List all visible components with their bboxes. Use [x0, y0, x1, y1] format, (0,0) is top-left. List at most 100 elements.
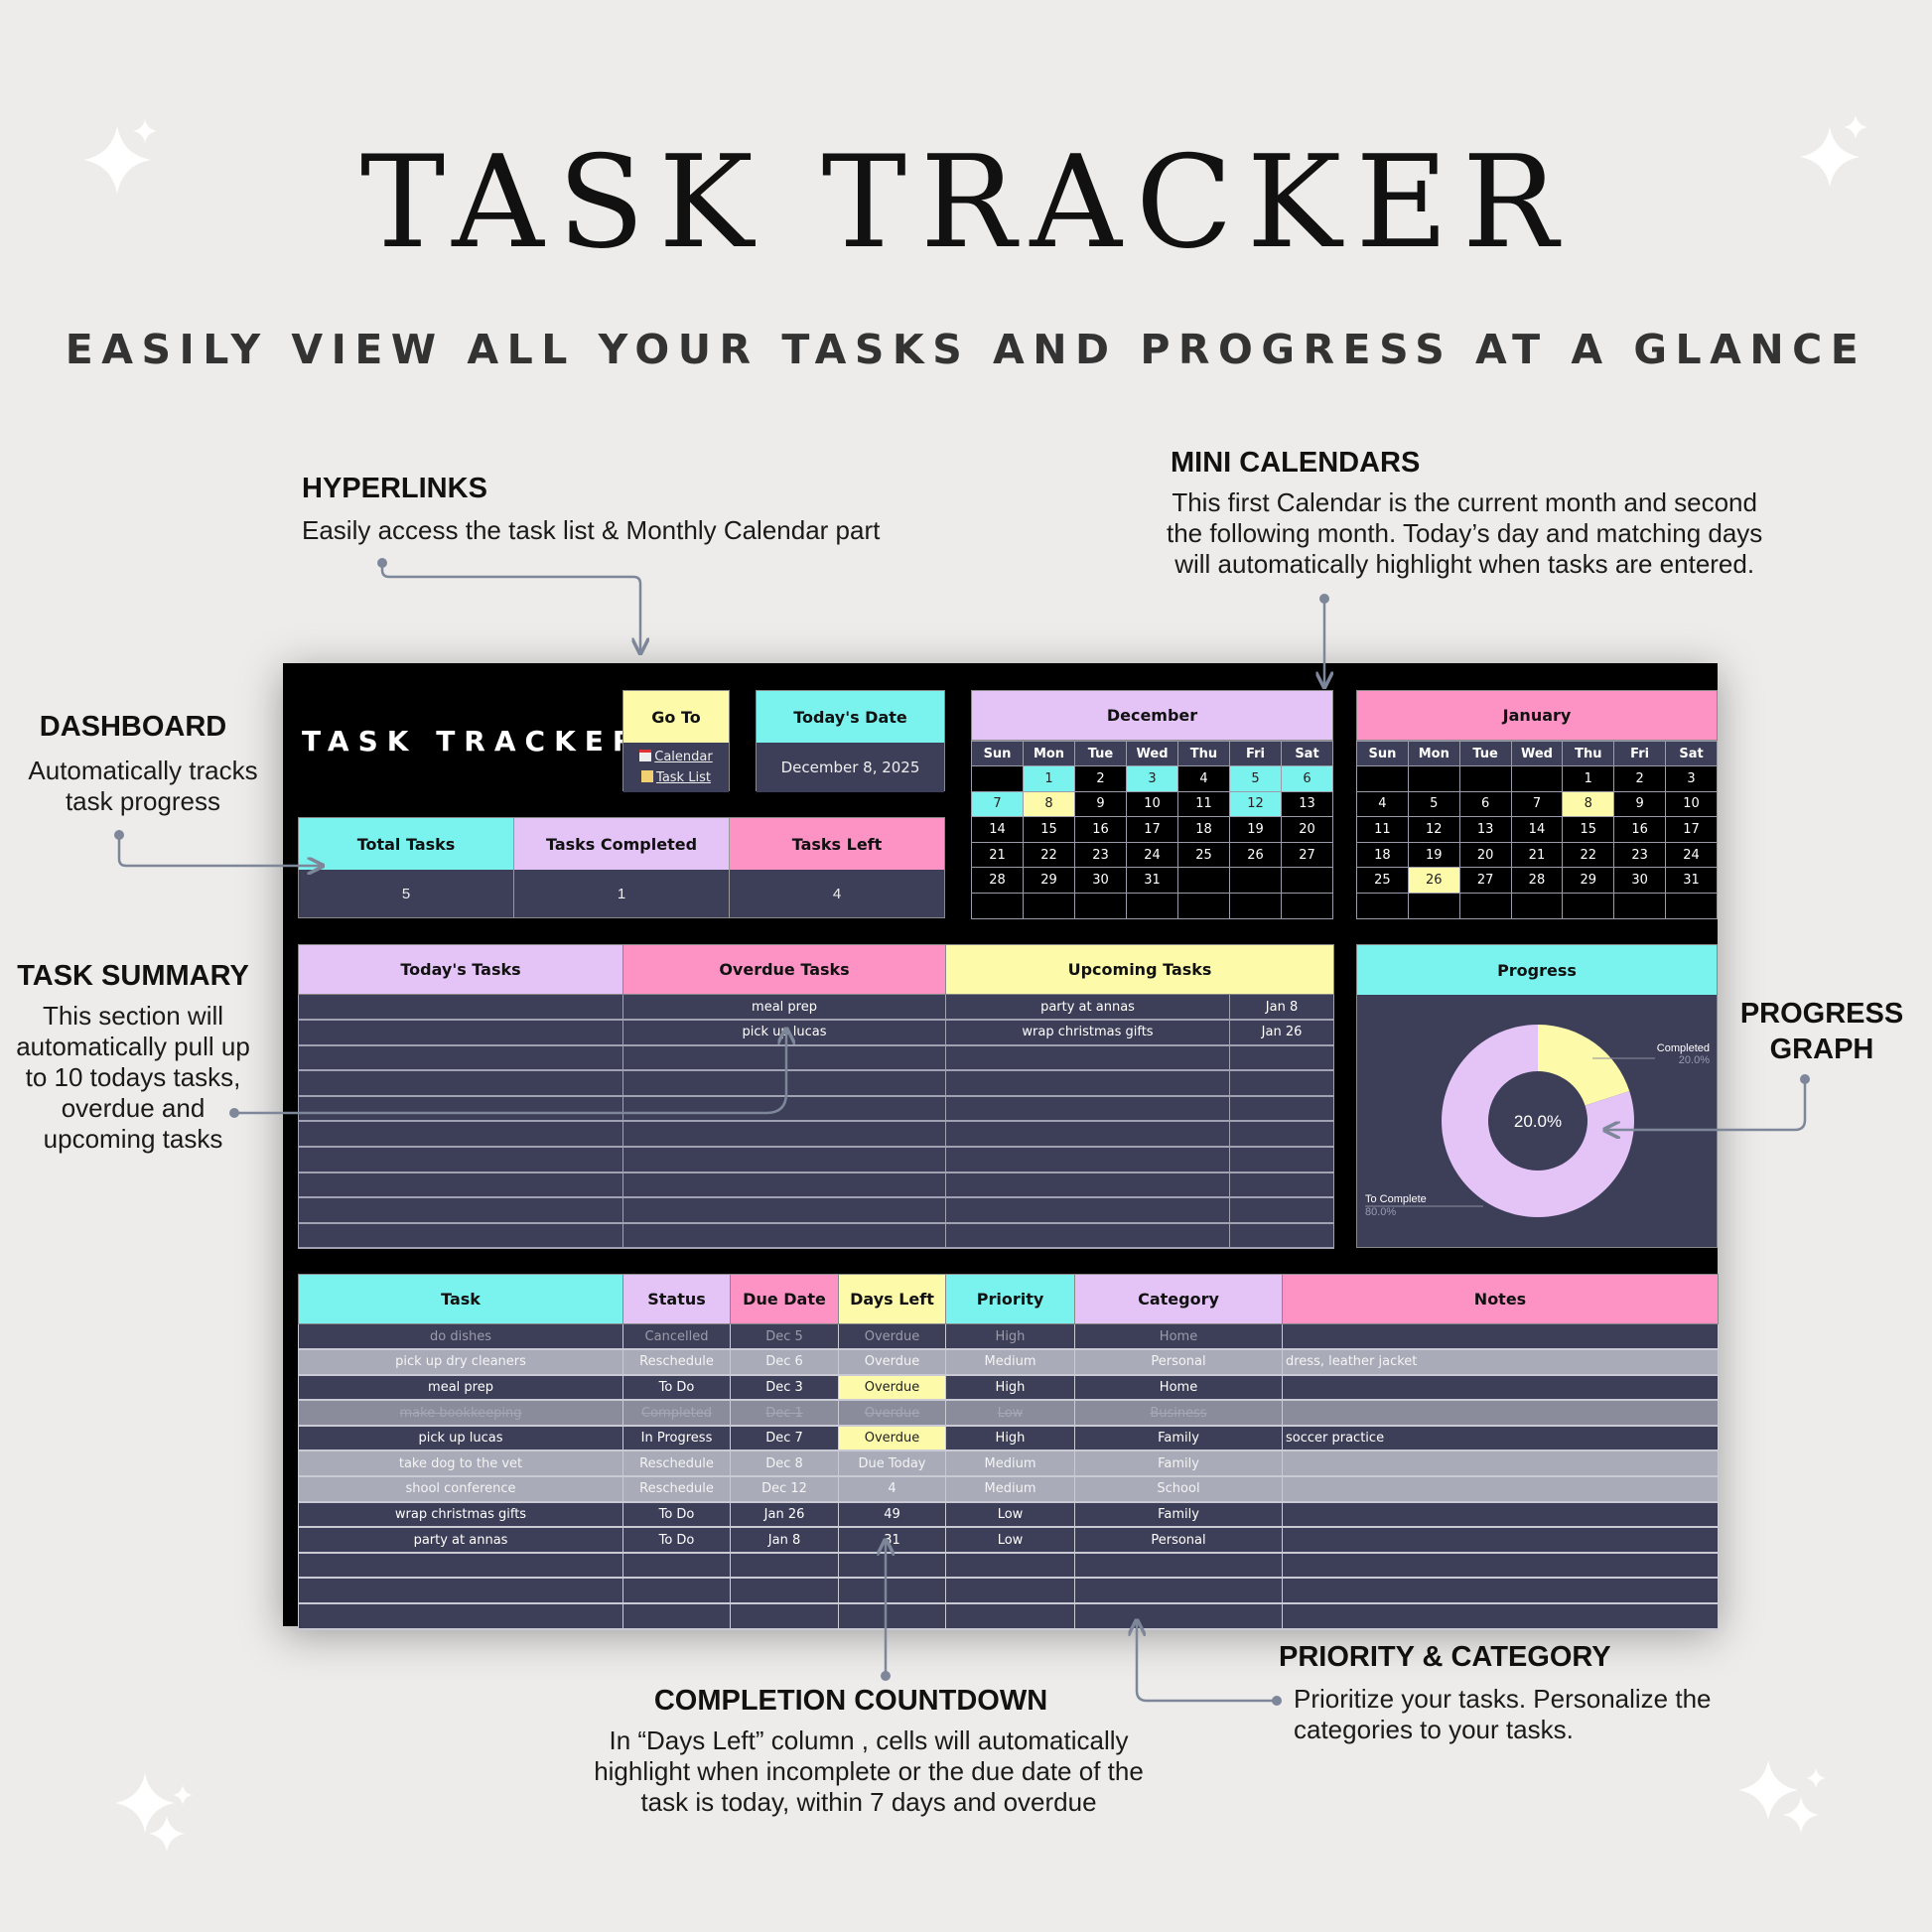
task-cell[interactable]: party at annas	[298, 1527, 623, 1554]
calendar-day[interactable]: 14	[971, 816, 1024, 843]
task-cell[interactable]: do dishes	[298, 1323, 623, 1351]
priority-cell[interactable]: Low	[945, 1501, 1075, 1529]
days-left-cell[interactable]: Overdue	[838, 1323, 946, 1351]
priority-cell[interactable]: Medium	[945, 1349, 1075, 1376]
calendar-day[interactable]: 10	[1665, 790, 1718, 818]
notes-cell[interactable]	[1282, 1400, 1719, 1427]
due-cell[interactable]: Dec 5	[730, 1323, 839, 1351]
calendar-day[interactable]: 11	[1356, 816, 1409, 843]
priority-cell[interactable]	[945, 1603, 1075, 1630]
notes-cell[interactable]	[1282, 1527, 1719, 1554]
days-left-cell[interactable]: Due Today	[838, 1450, 946, 1478]
task-row[interactable]: do dishes Cancelled Dec 5 Overdue High Home	[298, 1323, 1719, 1351]
calendar-day[interactable]: 20	[1458, 841, 1512, 869]
calendar-day[interactable]: 11	[1177, 790, 1230, 818]
calendar-day[interactable]: 4	[1356, 790, 1409, 818]
calendar-day[interactable]	[1281, 867, 1333, 894]
calendar-day[interactable]	[1407, 892, 1460, 919]
status-cell[interactable]: Reschedule	[622, 1476, 731, 1503]
calendar-day[interactable]: 24	[1126, 841, 1178, 869]
notes-cell[interactable]	[1282, 1374, 1719, 1402]
due-cell[interactable]: Jan 26	[730, 1501, 839, 1529]
notes-cell[interactable]	[1282, 1323, 1719, 1351]
column-header-task[interactable]: Task	[298, 1274, 623, 1324]
task-cell[interactable]	[298, 1552, 623, 1580]
calendar-day[interactable]: 6	[1281, 765, 1333, 792]
calendar-day[interactable]	[1229, 867, 1282, 894]
task-cell[interactable]: take dog to the vet	[298, 1450, 623, 1478]
calendar-day[interactable]: 30	[1074, 867, 1127, 894]
calendar-day[interactable]	[971, 765, 1024, 792]
calendar-day[interactable]	[1510, 892, 1564, 919]
priority-cell[interactable]: Medium	[945, 1450, 1075, 1478]
status-cell[interactable]: To Do	[622, 1374, 731, 1402]
status-cell[interactable]: Reschedule	[622, 1349, 731, 1376]
calendar-day[interactable]: 31	[1126, 867, 1178, 894]
task-cell[interactable]: make bookkeeping	[298, 1400, 623, 1427]
calendar-day[interactable]: 12	[1229, 790, 1282, 818]
calendar-day[interactable]: 22	[1562, 841, 1615, 869]
task-cell[interactable]: pick up lucas	[298, 1425, 623, 1452]
task-cell[interactable]: pick up dry cleaners	[298, 1349, 623, 1376]
task-cell[interactable]	[298, 1578, 623, 1605]
task-row[interactable]: make bookkeeping Completed Dec 1 Overdue Low…	[298, 1400, 1719, 1427]
priority-cell[interactable]: Low	[945, 1400, 1075, 1427]
category-cell[interactable]	[1074, 1603, 1283, 1630]
calendar-day[interactable]	[1458, 765, 1512, 792]
due-cell[interactable]: Dec 6	[730, 1349, 839, 1376]
status-cell[interactable]	[622, 1603, 731, 1630]
column-header-days-left[interactable]: Days Left	[838, 1274, 946, 1324]
calendar-day[interactable]: 25	[1177, 841, 1230, 869]
calendar-day[interactable]: 7	[1510, 790, 1564, 818]
category-cell[interactable]: Business	[1074, 1400, 1283, 1427]
calendar-day[interactable]: 29	[1023, 867, 1075, 894]
calendar-day[interactable]: 29	[1562, 867, 1615, 894]
calendar-day[interactable]	[1177, 867, 1230, 894]
calendar-day[interactable]: 3	[1126, 765, 1178, 792]
priority-cell[interactable]: High	[945, 1374, 1075, 1402]
calendar-day[interactable]: 5	[1229, 765, 1282, 792]
calendar-day[interactable]: 24	[1665, 841, 1718, 869]
task-row[interactable]: take dog to the vet Reschedule Dec 8 Due To…	[298, 1450, 1719, 1478]
task-row[interactable]: shool conference Reschedule Dec 12 4 Medium S…	[298, 1476, 1719, 1503]
calendar-day[interactable]	[1229, 892, 1282, 919]
calendar-day[interactable]: 13	[1458, 816, 1512, 843]
column-header-due-date[interactable]: Due Date	[730, 1274, 839, 1324]
calendar-day[interactable]: 9	[1074, 790, 1127, 818]
priority-cell[interactable]: High	[945, 1425, 1075, 1452]
calendar-day[interactable]: 25	[1356, 867, 1409, 894]
due-cell[interactable]: Dec 8	[730, 1450, 839, 1478]
calendar-day[interactable]	[1023, 892, 1075, 919]
days-left-cell[interactable]: Overdue	[838, 1425, 946, 1452]
calendar-day[interactable]	[971, 892, 1024, 919]
task-row[interactable]: meal prep To Do Dec 3 Overdue High Home	[298, 1374, 1719, 1402]
status-cell[interactable]: Reschedule	[622, 1450, 731, 1478]
calendar-day[interactable]: 28	[971, 867, 1024, 894]
task-row[interactable]: pick up dry cleaners Reschedule Dec 6 Overd…	[298, 1349, 1719, 1376]
due-cell[interactable]: Dec 3	[730, 1374, 839, 1402]
calendar-day[interactable]: 3	[1665, 765, 1718, 792]
task-row[interactable]: wrap christmas gifts To Do Jan 26 49 Low Fami…	[298, 1501, 1719, 1529]
due-cell[interactable]: Dec 7	[730, 1425, 839, 1452]
days-left-cell[interactable]: Overdue	[838, 1349, 946, 1376]
priority-cell[interactable]: Medium	[945, 1476, 1075, 1503]
calendar-day[interactable]: 8	[1023, 790, 1075, 818]
calendar-day[interactable]: 12	[1407, 816, 1460, 843]
category-cell[interactable]: Personal	[1074, 1349, 1283, 1376]
task-cell[interactable]: wrap christmas gifts	[298, 1501, 623, 1529]
priority-cell[interactable]: Low	[945, 1527, 1075, 1554]
task-cell[interactable]: shool conference	[298, 1476, 623, 1503]
calendar-day[interactable]: 28	[1510, 867, 1564, 894]
calendar-day[interactable]	[1281, 892, 1333, 919]
column-header-priority[interactable]: Priority	[945, 1274, 1075, 1324]
calendar-day[interactable]: 15	[1562, 816, 1615, 843]
due-cell[interactable]	[730, 1552, 839, 1580]
category-cell[interactable]: Personal	[1074, 1527, 1283, 1554]
priority-cell[interactable]	[945, 1578, 1075, 1605]
days-left-cell[interactable]	[838, 1552, 946, 1580]
priority-cell[interactable]	[945, 1552, 1075, 1580]
calendar-day[interactable]: 31	[1665, 867, 1718, 894]
calendar-day[interactable]	[1407, 765, 1460, 792]
calendar-day[interactable]: 18	[1177, 816, 1230, 843]
column-header-status[interactable]: Status	[622, 1274, 731, 1324]
